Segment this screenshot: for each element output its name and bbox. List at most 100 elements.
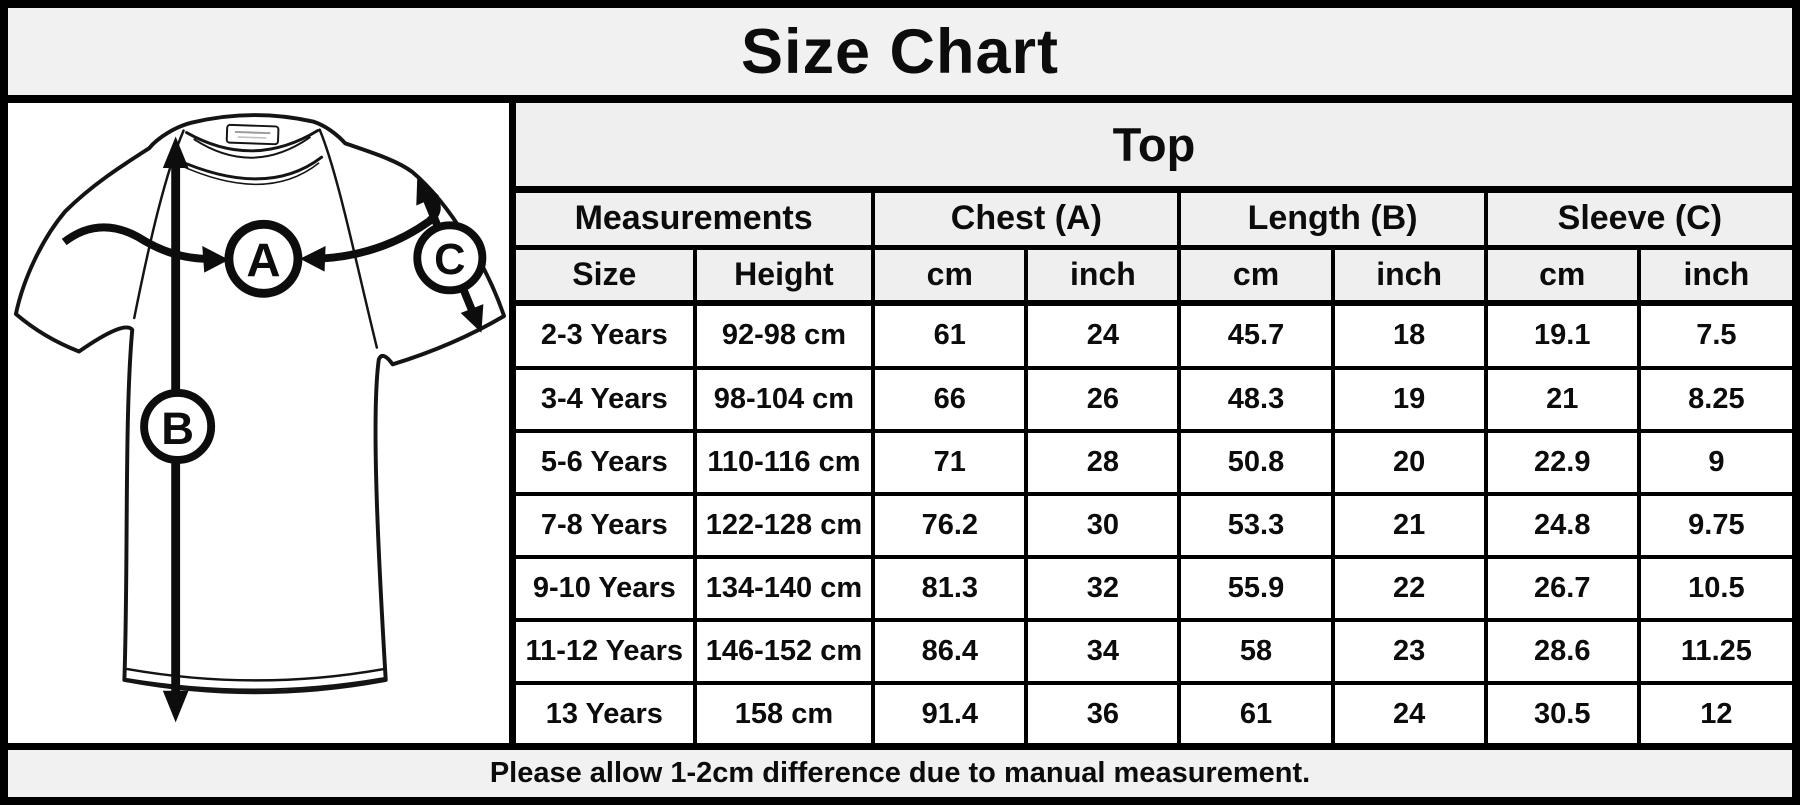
table-cell: 21 — [1483, 365, 1641, 433]
title-band: Size Chart — [8, 8, 1792, 103]
table-cell: 45.7 — [1177, 301, 1335, 370]
table-cell: 11.25 — [1636, 618, 1792, 686]
column-header-row: Size Height cm inch cm inch cm inch — [516, 245, 1792, 306]
chest-label-text: A — [246, 234, 280, 287]
table-cell: 26 — [1024, 365, 1182, 433]
table-cell: 146-152 cm — [692, 618, 876, 686]
col-header-size: Size — [516, 245, 697, 306]
raglan-seam-right — [318, 128, 379, 349]
size-table-wrap: Top Measurements Chest (A) Length (B) Sl… — [516, 103, 1792, 743]
table-cell: 55.9 — [1177, 555, 1335, 623]
sleeve-label-circle: C — [413, 221, 487, 295]
collar-rib-line — [193, 136, 311, 159]
table-cell: 122-128 cm — [692, 491, 876, 560]
table-cell: 23 — [1330, 618, 1488, 686]
table-cell: 9.75 — [1636, 491, 1792, 560]
shirt-panel: A B C — [8, 103, 516, 743]
page-title: Size Chart — [740, 16, 1060, 87]
table-cell: 61 — [871, 301, 1029, 370]
chest-label-circle: A — [224, 219, 303, 298]
table-row: 13 Years 158 cm 91.4 36 61 24 30.5 12 — [516, 681, 1792, 743]
length-label-circle: B — [140, 388, 216, 464]
yoke-seam-echo — [178, 162, 320, 186]
table-cell: 11-12 Years — [516, 618, 697, 686]
chest-arrow-a — [61, 188, 441, 273]
hem-line-1 — [126, 667, 385, 682]
col-header-sleeve-inch: inch — [1636, 245, 1792, 306]
table-row: 9-10 Years 134-140 cm 81.3 32 55.9 22 26.7 10.5 — [516, 555, 1792, 623]
table-cell: 66 — [871, 365, 1029, 433]
col-header-chest-cm: cm — [871, 245, 1029, 306]
collar-inner-line — [185, 129, 320, 153]
footer-note: Please allow 1-2cm difference due to man… — [489, 757, 1311, 789]
neck-label — [225, 123, 280, 146]
length-label-text: B — [161, 403, 194, 454]
group-header-chest: Chest (A) — [871, 187, 1182, 250]
yoke-seam — [174, 155, 324, 181]
table-row: 11-12 Years 146-152 cm 86.4 34 58 23 28.6 11.25 — [516, 618, 1792, 686]
size-table: Top Measurements Chest (A) Length (B) Sl… — [516, 103, 1792, 743]
table-cell: 76.2 — [871, 491, 1029, 560]
group-header-row: Measurements Chest (A) Length (B) Sleeve… — [516, 187, 1792, 250]
table-cell: 24 — [1330, 681, 1488, 743]
section-title: Top — [516, 103, 1792, 193]
table-cell: 28.6 — [1483, 618, 1641, 686]
table-cell: 20 — [1330, 428, 1488, 496]
table-cell: 71 — [871, 428, 1029, 496]
col-header-length-inch: inch — [1330, 245, 1488, 306]
table-body: 2-3 Years 92-98 cm 61 24 45.7 18 19.1 7.5 3-4 Ye… — [516, 301, 1792, 743]
table-cell: 21 — [1330, 491, 1488, 560]
table-cell: 92-98 cm — [692, 301, 876, 370]
hem-line-2 — [125, 676, 386, 691]
table-cell: 7-8 Years — [516, 491, 697, 560]
table-cell: 10.5 — [1636, 555, 1792, 623]
table-cell: 13 Years — [516, 681, 697, 743]
table-cell: 58 — [1177, 618, 1335, 686]
table-cell: 28 — [1024, 428, 1182, 496]
table-row: 3-4 Years 98-104 cm 66 26 48.3 19 21 8.25 — [516, 365, 1792, 433]
col-header-sleeve-cm: cm — [1483, 245, 1641, 306]
table-cell: 12 — [1636, 681, 1792, 743]
table-row: 5-6 Years 110-116 cm 71 28 50.8 20 22.9 9 — [516, 428, 1792, 496]
table-cell: 81.3 — [871, 555, 1029, 623]
table-cell: 98-104 cm — [692, 365, 876, 433]
group-header-length: Length (B) — [1177, 187, 1488, 250]
table-cell: 91.4 — [871, 681, 1029, 743]
table-cell: 18 — [1330, 301, 1488, 370]
table-cell: 30 — [1024, 491, 1182, 560]
table-cell: 30.5 — [1483, 681, 1641, 743]
table-cell: 134-140 cm — [692, 555, 876, 623]
table-cell: 110-116 cm — [692, 428, 876, 496]
table-cell: 22.9 — [1483, 428, 1641, 496]
table-row: 7-8 Years 122-128 cm 76.2 30 53.3 21 24.8 9.75 — [516, 491, 1792, 560]
group-header-measurements: Measurements — [516, 187, 876, 250]
sleeve-label-text: C — [434, 236, 465, 284]
table-cell: 3-4 Years — [516, 365, 697, 433]
content-area: A B C — [8, 103, 1792, 743]
section-header-row: Top — [516, 103, 1792, 193]
table-cell: 26.7 — [1483, 555, 1641, 623]
table-cell: 86.4 — [871, 618, 1029, 686]
col-header-length-cm: cm — [1177, 245, 1335, 306]
table-row: 2-3 Years 92-98 cm 61 24 45.7 18 19.1 7.5 — [516, 301, 1792, 370]
table-cell: 24.8 — [1483, 491, 1641, 560]
table-cell: 34 — [1024, 618, 1182, 686]
table-cell: 5-6 Years — [516, 428, 697, 496]
table-cell: 36 — [1024, 681, 1182, 743]
footer-band: Please allow 1-2cm difference due to man… — [8, 743, 1792, 797]
table-cell: 9 — [1636, 428, 1792, 496]
col-header-height: Height — [692, 245, 876, 306]
table-cell: 48.3 — [1177, 365, 1335, 433]
table-cell: 24 — [1024, 301, 1182, 370]
table-cell: 19 — [1330, 365, 1488, 433]
table-cell: 50.8 — [1177, 428, 1335, 496]
table-cell: 158 cm — [692, 681, 876, 743]
table-cell: 8.25 — [1636, 365, 1792, 433]
table-cell: 9-10 Years — [516, 555, 697, 623]
table-cell: 61 — [1177, 681, 1335, 743]
table-cell: 7.5 — [1636, 301, 1792, 370]
table-cell: 22 — [1330, 555, 1488, 623]
group-header-sleeve: Sleeve (C) — [1483, 187, 1792, 250]
table-cell: 32 — [1024, 555, 1182, 623]
